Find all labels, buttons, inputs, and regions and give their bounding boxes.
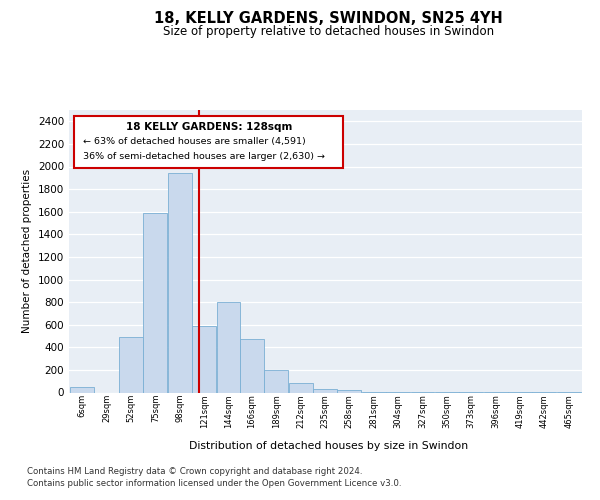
Bar bbox=[289, 383, 313, 392]
Bar bbox=[119, 337, 143, 392]
Text: 18, KELLY GARDENS, SWINDON, SN25 4YH: 18, KELLY GARDENS, SWINDON, SN25 4YH bbox=[154, 11, 503, 26]
Bar bbox=[192, 326, 216, 392]
Text: Size of property relative to detached houses in Swindon: Size of property relative to detached ho… bbox=[163, 25, 494, 38]
Text: Contains public sector information licensed under the Open Government Licence v3: Contains public sector information licen… bbox=[27, 479, 401, 488]
Bar bbox=[143, 213, 167, 392]
Bar bbox=[240, 340, 264, 392]
Text: Contains HM Land Registry data © Crown copyright and database right 2024.: Contains HM Land Registry data © Crown c… bbox=[27, 468, 362, 476]
Bar bbox=[313, 390, 337, 392]
Bar bbox=[70, 387, 94, 392]
Bar bbox=[168, 174, 191, 392]
Y-axis label: Number of detached properties: Number of detached properties bbox=[22, 169, 32, 334]
Bar bbox=[217, 302, 241, 392]
Bar bbox=[337, 390, 361, 392]
Text: 36% of semi-detached houses are larger (2,630) →: 36% of semi-detached houses are larger (… bbox=[83, 152, 325, 161]
Bar bbox=[264, 370, 288, 392]
Text: 18 KELLY GARDENS: 128sqm: 18 KELLY GARDENS: 128sqm bbox=[125, 122, 292, 132]
Text: Distribution of detached houses by size in Swindon: Distribution of detached houses by size … bbox=[189, 441, 469, 451]
Text: ← 63% of detached houses are smaller (4,591): ← 63% of detached houses are smaller (4,… bbox=[83, 137, 306, 146]
FancyBboxPatch shape bbox=[74, 116, 343, 168]
